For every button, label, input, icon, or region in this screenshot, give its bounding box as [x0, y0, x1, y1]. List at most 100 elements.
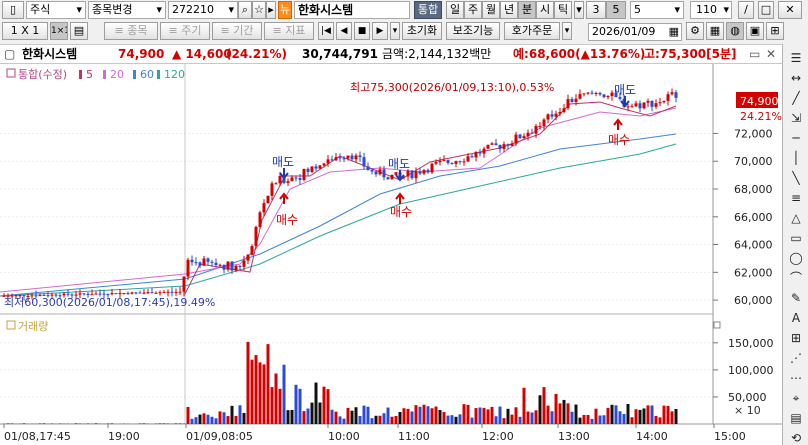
candle-body — [406, 170, 410, 177]
candle-body — [354, 155, 358, 160]
drawing-tool-1-icon[interactable]: ☰ — [790, 51, 802, 65]
more-icon[interactable]: ▸ — [266, 1, 276, 19]
candle-body — [62, 293, 66, 296]
drawing-tool-17-icon[interactable]: ⋯ — [790, 371, 802, 385]
time-tick-label: 14:00 — [636, 430, 668, 443]
prev-icon[interactable]: ◀ — [336, 22, 352, 40]
volume-bar — [670, 411, 674, 424]
period-year-button[interactable]: 년 — [500, 1, 518, 19]
drawing-tool-9-icon[interactable]: △ — [791, 211, 801, 225]
candle-body — [618, 97, 622, 99]
info-close-icon[interactable]: ✕ — [766, 47, 777, 61]
drawing-tool-12-icon[interactable]: ⌒ — [789, 271, 802, 285]
drawing-tool-6-icon[interactable]: │ — [792, 151, 800, 165]
count-input[interactable]: 110 ▾ — [690, 1, 732, 19]
volume-bar — [658, 417, 662, 424]
capture-icon[interactable]: ▣ — [746, 22, 764, 40]
drawing-tool-7-icon[interactable]: ╲ — [792, 171, 800, 185]
legend-checkbox-icon[interactable] — [6, 68, 16, 78]
volume-bar — [450, 415, 454, 424]
minute-5-button[interactable]: 5 — [606, 1, 626, 19]
volume-bar — [530, 412, 534, 424]
candle-body — [650, 100, 654, 107]
search-icon[interactable]: ⌕ — [238, 1, 252, 19]
period-tick-button[interactable]: 틱 — [554, 1, 572, 19]
order-button[interactable]: 호가주문 — [504, 22, 560, 40]
period-dropdown[interactable]: ≡ 주기 — [160, 22, 210, 40]
next-icon[interactable]: ▶ — [372, 22, 388, 40]
candle-body — [302, 168, 306, 180]
indicator-dropdown[interactable]: ≡ 지표 — [264, 22, 314, 40]
volume-pane-close-icon[interactable] — [713, 321, 721, 329]
first-icon[interactable]: |◀ — [318, 22, 334, 40]
candles — [2, 88, 678, 301]
window-menu-button[interactable]: ▯ — [2, 1, 24, 19]
minute-arrow-icon[interactable]: ▾ — [574, 1, 584, 19]
drawing-tool-2-icon[interactable]: ↔ — [790, 71, 802, 85]
period-minute-button[interactable]: 분 — [518, 1, 536, 19]
period-month-button[interactable]: 월 — [482, 1, 500, 19]
volume-bar — [318, 402, 322, 424]
volume-bar — [370, 418, 374, 424]
drawing-tool-20-icon[interactable]: ⟲ — [790, 431, 802, 445]
zoom-1x1-icon[interactable]: 1×1 — [50, 22, 68, 40]
integrated-button[interactable]: 통합 — [414, 1, 442, 19]
volume-bar — [490, 406, 494, 424]
drawing-tool-18-icon[interactable]: ⌖ — [792, 391, 800, 405]
zoom-button[interactable]: 1 X 1 — [2, 22, 48, 40]
volume-bar — [202, 413, 206, 424]
candle-body — [570, 99, 574, 102]
drawing-tool-14-icon[interactable]: A — [791, 311, 801, 325]
more-icon[interactable]: ▾ — [390, 22, 400, 40]
chart-area[interactable]: 통합(수정) 5 20 60 120 최고75,300(2026/01/09,1… — [0, 64, 782, 445]
drawing-tool-19-icon[interactable]: ▤ — [790, 411, 802, 425]
grid-icon[interactable]: ▦ — [706, 22, 724, 40]
drawing-tool-8-icon[interactable]: ≡ — [790, 191, 802, 205]
drawing-tool-5-icon[interactable]: ─ — [792, 131, 800, 145]
interval-select[interactable]: 5 ▾ — [630, 1, 684, 19]
split-view-icon[interactable]: ▤ — [70, 22, 88, 40]
reset-button[interactable]: 초기화 — [402, 22, 442, 40]
drawing-tool-13-icon[interactable]: ✎ — [790, 291, 802, 305]
period-hour-button[interactable]: 시 — [536, 1, 554, 19]
stock-code-input[interactable]: 272210 ▾ — [168, 1, 238, 19]
chevron-down-icon: ▾ — [723, 3, 729, 16]
candle-body — [646, 100, 650, 103]
info-collapse-icon[interactable]: ▢ — [4, 47, 16, 61]
aux-function-button[interactable]: 보조기능 — [446, 22, 500, 40]
range-dropdown[interactable]: ≡ 기간 — [212, 22, 262, 40]
info-settings-icon[interactable]: ▭ — [749, 47, 761, 61]
favorite-star-icon[interactable]: ☆ — [252, 1, 266, 19]
overlay-icon[interactable]: ◍ — [726, 22, 744, 40]
count-slash-icon[interactable]: / — [738, 1, 754, 19]
drawing-tool-10-icon[interactable]: ▭ — [790, 231, 802, 245]
chart-svg[interactable]: 통합(수정) 5 20 60 120 최고75,300(2026/01/09,1… — [0, 64, 782, 445]
drawing-tool-15-icon[interactable]: ⊞ — [790, 331, 802, 345]
candle-body — [550, 114, 554, 117]
minute-3-button[interactable]: 3 — [586, 1, 606, 19]
drawing-tool-16-icon[interactable]: ⋰ — [790, 351, 802, 365]
drawing-tool-3-icon[interactable]: ╱ — [792, 91, 800, 105]
stop-icon[interactable]: ■ — [354, 22, 370, 40]
candle-body — [498, 145, 502, 149]
maximize-icon[interactable]: □ — [758, 1, 774, 19]
buy-label: 매수 — [276, 213, 298, 227]
stock-info-icon[interactable]: 뉴 — [278, 1, 292, 19]
period-week-button[interactable]: 주 — [464, 1, 482, 19]
add-window-icon[interactable]: ⊞ — [766, 22, 784, 40]
drawing-tool-4-icon[interactable]: ⇲ — [790, 111, 802, 125]
date-input[interactable]: 2026/01/09 ▦ — [588, 23, 682, 41]
period-day-button[interactable]: 일 — [446, 1, 464, 19]
close-icon[interactable]: ✕ — [778, 1, 802, 19]
volume-bar — [330, 409, 334, 424]
volume-bar — [522, 387, 526, 424]
volume-checkbox-icon[interactable] — [6, 320, 16, 330]
drawing-tool-11-icon[interactable]: ◯ — [789, 251, 803, 265]
settings-gear-icon[interactable]: ⚙ — [686, 22, 704, 40]
code-change-select[interactable]: 종목변경 ▾ — [88, 1, 166, 19]
volume-bar — [246, 341, 250, 424]
sell-label-2: 매도 — [388, 157, 410, 171]
market-select[interactable]: 주식 ▾ — [26, 1, 86, 19]
order-arrow-icon[interactable]: ▾ — [562, 22, 572, 40]
stock-dropdown[interactable]: ≡ 종목 — [104, 22, 158, 40]
